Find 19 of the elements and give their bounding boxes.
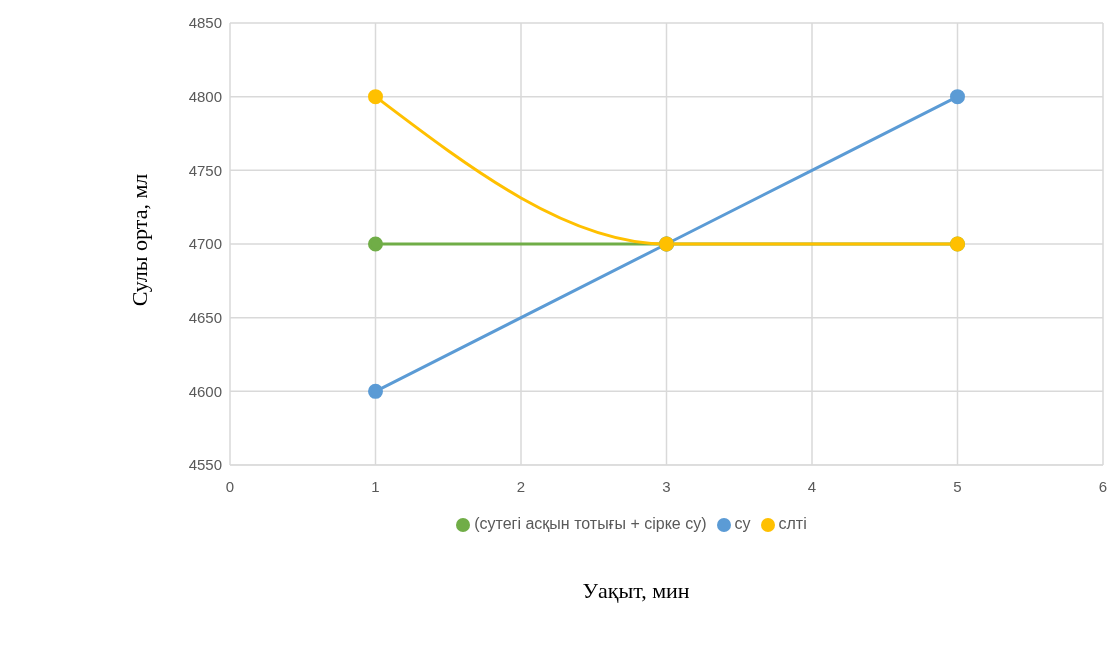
x-tick-label: 1: [371, 477, 380, 495]
legend-label: (сутегі асқын тотығы + сірке су): [474, 515, 707, 532]
legend-label: слті: [778, 515, 807, 532]
x-tick-label: 0: [225, 477, 235, 495]
y-tick-label: 4850: [188, 14, 222, 32]
legend-label: су: [734, 515, 751, 532]
y-tick-label: 4750: [188, 161, 222, 179]
y-tick-label: 4700: [188, 235, 222, 253]
y-tick-label: 4650: [188, 308, 222, 326]
y-tick-label: 4800: [188, 87, 222, 105]
y-axis-title: Сулы орта, мл: [127, 173, 153, 307]
y-tick-label: 4550: [188, 456, 222, 474]
y-tick-label: 4600: [188, 382, 222, 400]
x-tick-label: 6: [1098, 477, 1108, 495]
x-tick-label: 5: [953, 477, 962, 495]
x-tick-label: 2: [516, 477, 526, 495]
x-tick-label: 3: [662, 477, 671, 495]
x-tick-label: 4: [807, 477, 817, 495]
x-axis-title: Уақыт, мин: [581, 578, 691, 604]
